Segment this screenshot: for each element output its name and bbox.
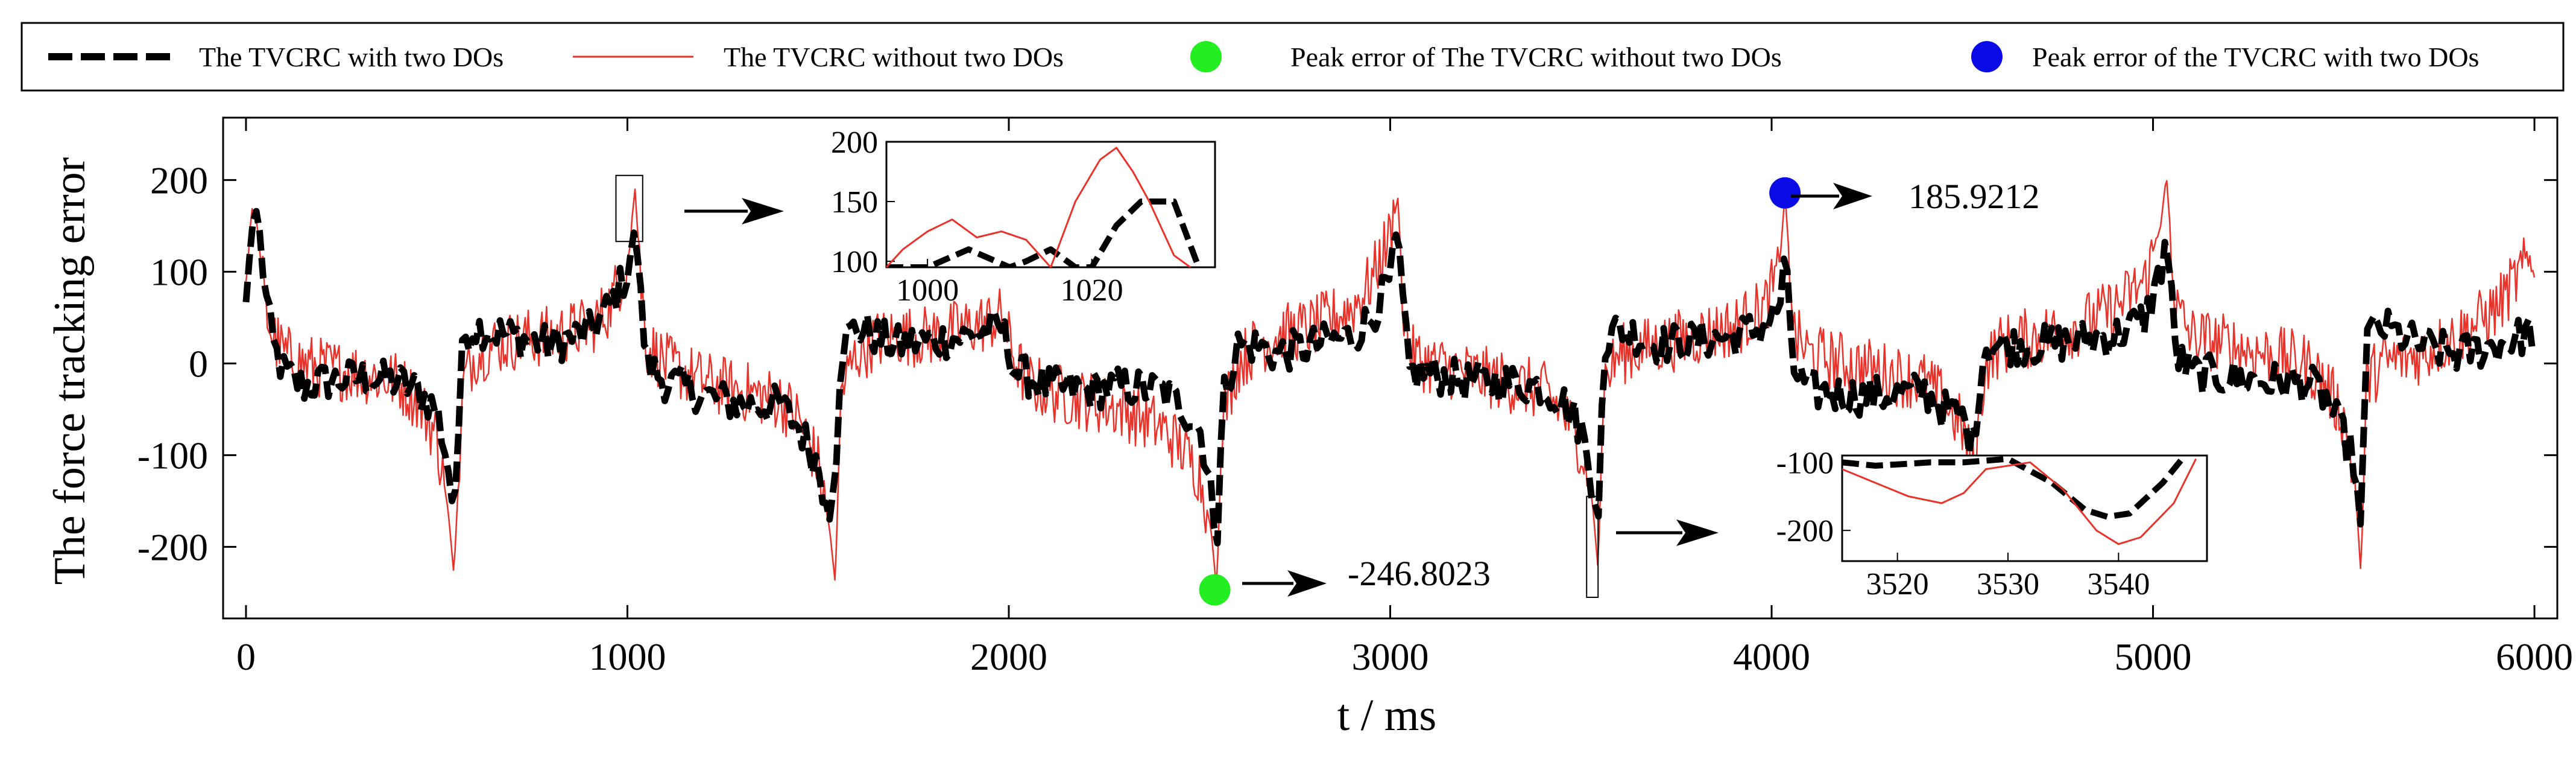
y-tick-label: 0 bbox=[189, 342, 208, 385]
inset-series-without-dos bbox=[886, 147, 1191, 267]
inset-x-tick-label: 3520 bbox=[1866, 567, 1929, 602]
peak-marker-green bbox=[1199, 574, 1231, 606]
inset-frame bbox=[1841, 454, 2208, 562]
series-layer bbox=[242, 180, 2536, 587]
zoom-arrow-2 bbox=[1616, 519, 1719, 546]
x-tick-label: 4000 bbox=[1733, 635, 1810, 678]
arrow-icon bbox=[1791, 183, 1872, 209]
x-tick-label: 1000 bbox=[589, 635, 666, 678]
inset-y-tick-label: 150 bbox=[831, 185, 878, 220]
zoom-source-box bbox=[1586, 495, 1599, 599]
zoom-box-layer bbox=[615, 174, 1599, 599]
inset-x-tick-label: 1000 bbox=[896, 273, 959, 308]
inset-y-tick-label: 100 bbox=[831, 245, 878, 279]
x-tick-label: 0 bbox=[236, 635, 256, 678]
series-line-with-dos bbox=[242, 208, 2536, 547]
inset-layer: 1000 1020 100 150 200 3520 3530 3540 -100 -200 bbox=[831, 125, 2208, 602]
inset-series-with-dos bbox=[1842, 456, 2188, 520]
peak-marker-blue bbox=[1769, 177, 1801, 209]
legend-label-peak-with: Peak error of the TVCRC with two DOs bbox=[2032, 42, 2479, 72]
annotation-label-blue: 185.9212 bbox=[1908, 177, 2040, 216]
inset-series-with-dos bbox=[886, 198, 1202, 267]
zoom-arrow-1 bbox=[684, 198, 784, 224]
legend-label-peak-without: Peak error of The TVCRC without two DOs bbox=[1290, 42, 1782, 72]
legend-label-with-dos: The TVCRC with two DOs bbox=[199, 42, 504, 72]
inset-x-tick-label: 3540 bbox=[2087, 567, 2150, 602]
x-tick-label: 5000 bbox=[2115, 635, 2192, 678]
x-tick-label: 3000 bbox=[1352, 635, 1429, 678]
inset-y-tick-label: 200 bbox=[831, 125, 878, 160]
y-axis-label: The force tracking error bbox=[45, 157, 95, 585]
legend-label-without-dos: The TVCRC without two DOs bbox=[724, 42, 1064, 72]
inset-x-tick-label: 1020 bbox=[1061, 273, 1123, 308]
arrow-icon bbox=[1242, 570, 1327, 597]
annotation-green: -246.8023 bbox=[1199, 554, 1491, 606]
inset-series-without-dos bbox=[1842, 458, 2197, 545]
legend-marker-blue bbox=[1971, 41, 2003, 72]
y-tick-label: 100 bbox=[150, 250, 208, 293]
inset-x-tick-label: 3530 bbox=[1977, 567, 2039, 602]
inset-zoom-trough-3530: 3520 3530 3540 -100 -200 bbox=[1776, 446, 2208, 602]
legend-marker-green bbox=[1190, 41, 1222, 72]
x-tick-label: 2000 bbox=[970, 635, 1047, 678]
x-tick-label: 6000 bbox=[2496, 635, 2573, 678]
legend: The TVCRC with two DOs The TVCRC without… bbox=[21, 22, 2565, 92]
y-tick-label: 200 bbox=[150, 159, 208, 202]
tick-layer: 0 1000 2000 3000 4000 5000 6000 -200 -100 0 100 200 bbox=[137, 118, 2573, 678]
inset-y-tick-label: -200 bbox=[1776, 514, 1834, 548]
inset-zoom-peak-1000: 1000 1020 100 150 200 bbox=[831, 125, 1216, 308]
x-axis-label: t / ms bbox=[1337, 691, 1436, 740]
y-tick-label: -200 bbox=[137, 526, 208, 568]
annotation-blue: 185.9212 bbox=[1769, 177, 2040, 216]
legend-box bbox=[21, 22, 2565, 92]
zoom-source-box bbox=[615, 174, 643, 243]
inset-y-tick-label: -100 bbox=[1776, 446, 1834, 480]
annotation-label-green: -246.8023 bbox=[1348, 554, 1491, 593]
y-tick-label: -100 bbox=[137, 434, 208, 477]
